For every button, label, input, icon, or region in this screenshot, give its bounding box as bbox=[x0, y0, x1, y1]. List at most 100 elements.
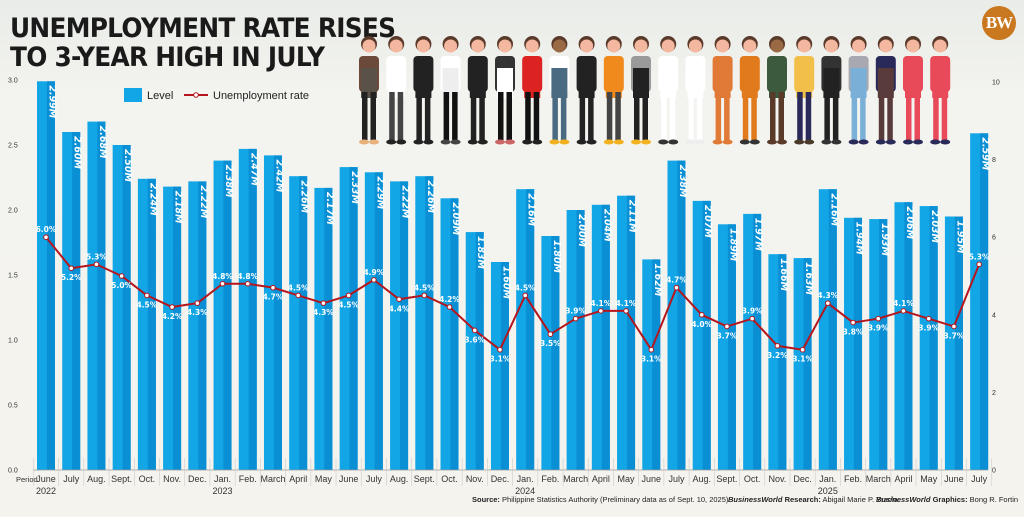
worker-leg bbox=[724, 92, 730, 140]
x-axis-title: Period bbox=[16, 475, 38, 484]
rate-marker bbox=[825, 300, 831, 306]
bar-value-label: 2.16M bbox=[828, 193, 839, 226]
rate-value-label: 4.3% bbox=[313, 308, 334, 317]
category-label: Jan. bbox=[819, 474, 836, 484]
bar-shade bbox=[97, 121, 106, 470]
bar-value-label: 2.38M bbox=[223, 165, 234, 198]
rate-value-label: 3.2% bbox=[767, 351, 788, 360]
bar-shade bbox=[980, 133, 989, 471]
worker-leg bbox=[832, 92, 839, 140]
bar-value-label: 2.03M bbox=[929, 210, 940, 243]
worker-leg bbox=[525, 92, 531, 140]
worker-head bbox=[498, 39, 512, 53]
rate-marker bbox=[320, 300, 327, 306]
worker-shoe bbox=[831, 139, 842, 145]
rate-marker bbox=[497, 346, 503, 353]
bar-shade bbox=[173, 186, 182, 470]
rate-value-label: 3.5% bbox=[540, 339, 561, 348]
worker-shoe bbox=[586, 139, 597, 145]
category-label: April bbox=[289, 474, 307, 484]
source-text: Philippine Statistics Authority (Prelimi… bbox=[502, 495, 729, 504]
rate-value-label: 4.8% bbox=[212, 272, 233, 281]
category-label: Sept. bbox=[111, 474, 132, 484]
legend-swatch-rate-marker bbox=[193, 92, 199, 98]
rate-marker bbox=[219, 280, 226, 287]
bar: 2.16M bbox=[516, 189, 537, 470]
worker-head bbox=[552, 39, 566, 53]
bar-value-label: 2.00M bbox=[576, 214, 587, 247]
worker-figure bbox=[685, 36, 706, 145]
bar-shade bbox=[677, 160, 686, 470]
worker-head bbox=[607, 39, 621, 53]
worker-figure bbox=[903, 36, 923, 145]
worker-leg bbox=[470, 92, 477, 140]
worker-shoe bbox=[777, 139, 787, 145]
right-axis: 0 2 4 6 8 10 bbox=[992, 80, 1000, 475]
title-line-1: UNEMPLOYMENT RATE RISES bbox=[10, 13, 396, 44]
bar-value-label: 1.95M bbox=[954, 221, 965, 254]
rate-value-label: 4.2% bbox=[439, 295, 460, 304]
worker-shoe bbox=[549, 139, 560, 145]
worker-figure bbox=[794, 36, 815, 145]
bar: 2.24M bbox=[137, 178, 158, 471]
worker-shoe bbox=[794, 139, 805, 145]
category-label: Sept. bbox=[414, 474, 435, 484]
worker-leg bbox=[533, 92, 540, 140]
bar: 2.11M bbox=[617, 195, 638, 470]
bar-shade bbox=[399, 181, 409, 470]
rate-value-label: 5.3% bbox=[969, 252, 990, 261]
rate-marker bbox=[799, 346, 806, 353]
category-label: Aug. bbox=[87, 474, 106, 484]
rate-value-label: 3.9% bbox=[565, 307, 586, 316]
worker-head bbox=[444, 39, 458, 53]
worker-apron bbox=[850, 68, 867, 98]
worker-shoe bbox=[386, 139, 397, 145]
worker-leg bbox=[579, 92, 586, 140]
worker-figure bbox=[413, 36, 434, 145]
worker-apron bbox=[442, 68, 459, 98]
right-axis-tick-label: 0 bbox=[992, 468, 996, 475]
worker-leg bbox=[642, 92, 648, 140]
bar-shade bbox=[929, 206, 938, 470]
rate-value-label: 3.7% bbox=[944, 331, 965, 340]
bar: 2.47M bbox=[238, 148, 259, 470]
worker-leg bbox=[452, 92, 458, 140]
bar: 1.97M bbox=[743, 213, 764, 470]
rate-marker bbox=[118, 273, 125, 279]
worker-leg bbox=[661, 92, 667, 140]
category-label: April bbox=[592, 474, 610, 484]
bar-value-label: 2.18M bbox=[173, 191, 184, 224]
worker-leg bbox=[887, 92, 893, 140]
worker-apron bbox=[877, 68, 894, 98]
bar-shade bbox=[273, 155, 282, 470]
category-label: March bbox=[866, 474, 891, 484]
worker-apron bbox=[769, 68, 785, 98]
bar: 1.60M bbox=[490, 262, 511, 470]
rate-value-label: 3.9% bbox=[918, 324, 939, 333]
worker-shoe bbox=[576, 139, 587, 145]
worker-figure bbox=[522, 36, 543, 145]
category-label: July bbox=[63, 474, 80, 484]
rate-value-label: 4.5% bbox=[338, 300, 359, 309]
worker-shoe bbox=[631, 139, 641, 145]
chart-title: UNEMPLOYMENT RATE RISES TO 3-YEAR HIGH I… bbox=[10, 13, 396, 72]
worker-head bbox=[634, 39, 648, 53]
worker-apron bbox=[415, 68, 432, 98]
worker-shoe bbox=[532, 139, 543, 145]
worker-head bbox=[471, 39, 485, 53]
source-label: Source: bbox=[472, 495, 500, 504]
worker-leg bbox=[634, 92, 640, 140]
rate-marker bbox=[976, 261, 982, 268]
worker-apron bbox=[823, 68, 840, 98]
bar: 2.68M bbox=[87, 121, 108, 470]
worker-figure bbox=[631, 36, 651, 145]
left-axis-tick-label: 3.0 bbox=[8, 78, 18, 85]
category-label: Feb. bbox=[239, 474, 257, 484]
bar: 2.38M bbox=[213, 160, 234, 470]
bar: 2.22M bbox=[390, 181, 411, 470]
bar-value-label: 2.60M bbox=[72, 136, 83, 169]
bar-shade bbox=[324, 187, 333, 470]
bar-shade bbox=[450, 198, 459, 471]
bar-value-label: 1.94M bbox=[854, 222, 865, 255]
worker-apron bbox=[687, 68, 704, 98]
